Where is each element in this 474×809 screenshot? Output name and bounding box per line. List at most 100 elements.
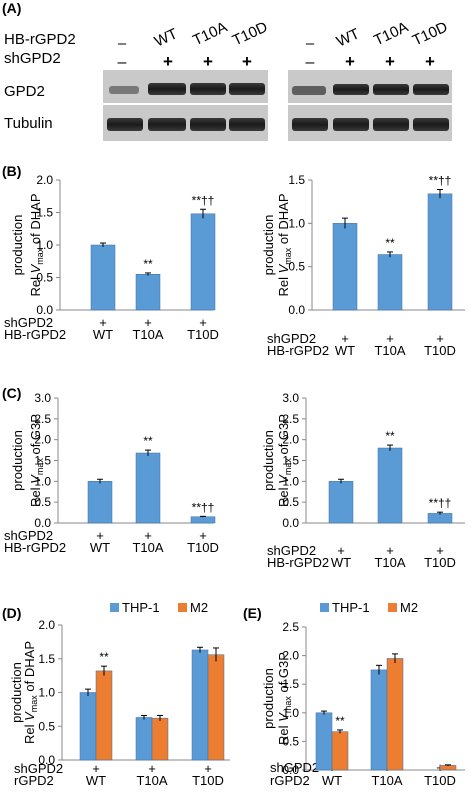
category-sh-label: +	[144, 528, 152, 543]
category-sh-label: +	[96, 528, 104, 543]
category-label: T10D	[187, 540, 219, 555]
panel-label-d: (D)	[2, 605, 21, 621]
bar-value	[190, 213, 216, 311]
category-label: T10A	[132, 540, 163, 555]
category-label: T10D	[424, 773, 456, 788]
category-sh-label: +	[199, 528, 207, 543]
category-sh-label: +	[99, 315, 107, 330]
x-row-label-sh: shGPD2	[270, 760, 319, 775]
category-label: WT	[86, 773, 106, 788]
charts-layer: 0.0 0.5 1.0 1.5 2.0 Rel Vmax of DHAP productio…	[4, 173, 465, 788]
legend-swatch	[320, 603, 329, 612]
y-tick-label: 3.0	[34, 391, 51, 405]
y-axis-label-line2: production	[261, 668, 276, 729]
legend-swatch	[388, 603, 397, 612]
category-sh-label: +	[386, 331, 394, 346]
chart-c-right: 0.0 0.5 1.0 1.5 2.0 2.5 3.0 Rel Vmax of G3Pprod…	[261, 391, 465, 570]
bar-thp1	[135, 717, 153, 761]
category-label: T10D	[192, 773, 224, 788]
y-tick-label: 1.5	[282, 677, 299, 691]
panel-label-a: (A)	[2, 0, 21, 16]
panel-a-western-blot: (A) HB-rGPD2 shGPD2 – WT T10A T10D – + +…	[2, 0, 452, 141]
band-label-gpd2: GPD2	[4, 83, 45, 100]
significance-mark: **	[335, 714, 345, 728]
y-axis-label: Rel Vmax of G3P	[276, 414, 293, 507]
x-row-label-sh: shGPD2	[267, 331, 316, 346]
y-tick-label: 1.5	[34, 454, 51, 468]
bar-value	[377, 254, 403, 311]
panel-label-c: (C)	[2, 385, 21, 401]
legend-label: M2	[190, 600, 208, 615]
y-tick-label: 0.0	[282, 516, 299, 530]
legend-label: THP-1	[332, 600, 370, 615]
legend-label: M2	[400, 600, 418, 615]
significance-mark: **††	[192, 193, 215, 207]
bar-value	[135, 452, 161, 524]
blot-row-label-sh: shGPD2	[4, 50, 61, 67]
significance-mark: **††	[429, 174, 452, 188]
band-label-tubulin: Tubulin	[4, 115, 53, 132]
panel-label-b: (B)	[2, 163, 21, 179]
y-tick-label: 0.0	[38, 753, 55, 767]
x-row-label-hb: rGPD2	[14, 773, 54, 788]
bar-thp1	[79, 692, 97, 761]
y-axis-label-line2: production	[10, 430, 25, 491]
y-axis-label: Rel Vmax of G3P	[276, 652, 293, 745]
x-row-label-hb: HB-rGPD2	[4, 540, 66, 555]
y-axis-label: Rel Vmax of DHAP	[28, 194, 45, 297]
category-sh-label: +	[436, 543, 444, 558]
category-sh-label: +	[341, 331, 349, 346]
y-axis-label: Rel Vmax of G3P	[28, 414, 45, 507]
bar-value	[190, 516, 216, 524]
legend-swatch	[178, 603, 187, 612]
y-tick-label: 2.0	[36, 173, 53, 187]
band-gpd2-left-1	[109, 86, 139, 94]
category-label: T10A	[371, 773, 402, 788]
blot-right-lane2-hb: WT	[334, 25, 362, 50]
significance-mark: **	[143, 434, 153, 448]
blot-left-lane2-hb: WT	[152, 25, 180, 50]
bar-m2	[331, 731, 349, 771]
category-label: WT	[322, 773, 342, 788]
y-tick-label: 1.0	[36, 238, 53, 252]
blot-row-label-hb: HB-rGPD2	[4, 31, 76, 48]
band-tubulin-right-1	[292, 118, 328, 131]
y-tick-label: 1.0	[34, 474, 51, 488]
y-tick-label: 0.5	[282, 495, 299, 509]
x-row-label-hb: HB-rGPD2	[267, 555, 329, 570]
y-tick-label: 1.5	[36, 206, 53, 220]
category-label: WT	[90, 540, 110, 555]
category-label: T10A	[132, 327, 163, 342]
chart-c-left: 0.0 0.5 1.0 1.5 2.0 2.5 3.0 Rel Vmax of G3Pprod…	[4, 391, 219, 555]
significance-mark: **	[385, 429, 395, 443]
significance-mark: **††	[429, 496, 452, 510]
y-tick-label: 1.5	[288, 173, 305, 187]
x-row-label-hb: HB-rGPD2	[267, 343, 329, 358]
blot-right-lane2-sh: +	[345, 52, 355, 71]
blot-right-lane1-hb: –	[306, 35, 315, 52]
y-tick-label: 1.5	[38, 652, 55, 666]
y-tick-label: 1.0	[38, 686, 55, 700]
category-label: T10A	[374, 343, 405, 358]
bar-thp1	[315, 712, 333, 771]
blot-left-lane1-sh: –	[118, 54, 127, 71]
y-axis-label: Rel Vmax of DHAP	[22, 641, 39, 744]
y-tick-label: 0.5	[36, 271, 53, 285]
category-label: T10D	[424, 343, 456, 358]
y-tick-label: 2.0	[282, 433, 299, 447]
y-tick-label: 0.0	[288, 303, 305, 317]
blot-left-lane2-sh: +	[163, 52, 173, 71]
blot-left-lane3-hb: T10A	[190, 19, 230, 50]
bar-value	[87, 481, 113, 524]
blot-left-lane4-hb: T10D	[230, 18, 271, 49]
category-label: T10A	[374, 555, 405, 570]
y-axis-label-line2: production	[261, 430, 276, 491]
category-sh-label: +	[148, 761, 156, 776]
band-tubulin-left-4	[229, 118, 265, 131]
x-row-label-sh: shGPD2	[4, 315, 53, 330]
y-tick-label: 0.0	[36, 303, 53, 317]
y-tick-label: 0.5	[288, 260, 305, 274]
